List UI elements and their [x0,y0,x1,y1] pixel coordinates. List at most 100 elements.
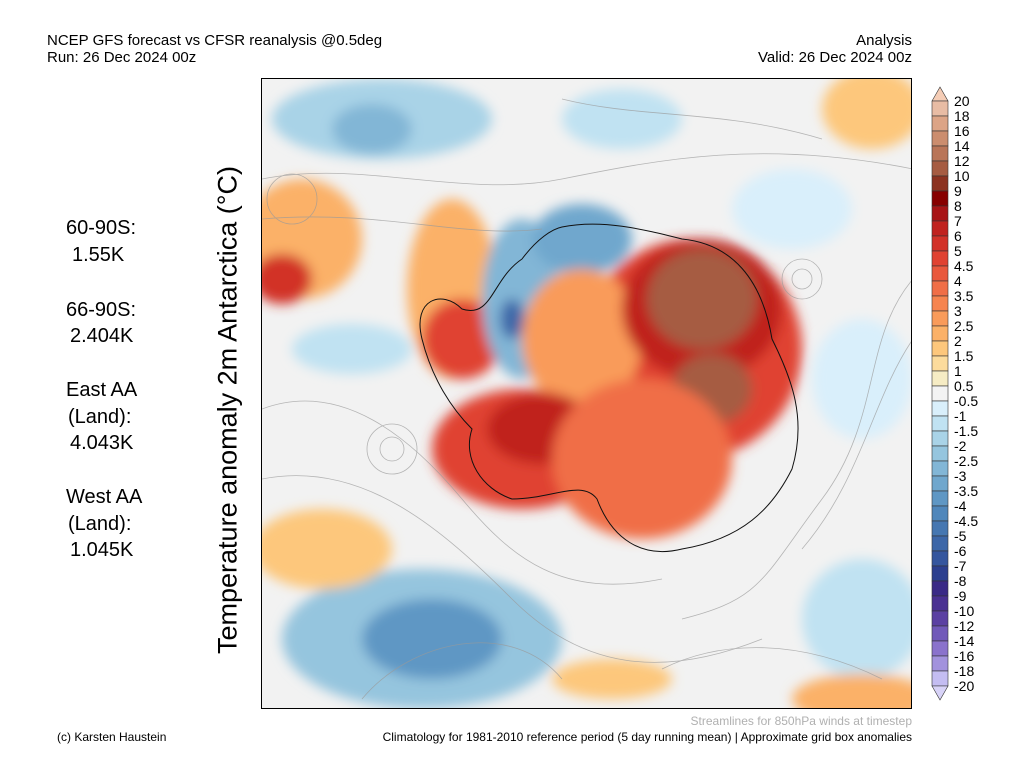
colorbar-tick-label: -5 [954,528,967,544]
colorbar-swatch [931,370,949,387]
colorbar-swatch [931,115,949,132]
colorbar-swatch [931,460,949,477]
stat-60-90s-label: 60-90S: [66,217,137,239]
mode-label: Analysis [856,32,912,49]
colorbar-swatch [931,235,949,252]
colorbar-tick-label: 4.5 [954,258,974,274]
colorbar-swatch [931,355,949,372]
colorbar-tick-label: 1 [954,363,962,379]
colorbar-swatch [931,205,949,222]
y-axis-label: Temperature anomaly 2m Antarctica (°C) [212,166,243,654]
colorbar-tick-label: -16 [954,648,975,664]
colorbar-tick-label: -0.5 [954,393,979,409]
colorbar-swatches [931,86,949,701]
colorbar-swatch [931,565,949,582]
colorbar-tick-label: -10 [954,603,975,619]
colorbar [925,84,995,704]
colorbar-swatch [931,145,949,162]
colorbar-tick-label: 2 [954,333,962,349]
colorbar-tick-label: -9 [954,588,967,604]
valid-time: Valid: 26 Dec 2024 00z [758,49,912,66]
colorbar-tick-label: -8 [954,573,967,589]
colorbar-tick-label: -1.5 [954,423,979,439]
colorbar-swatch [931,595,949,612]
chart-title: NCEP GFS forecast vs CFSR reanalysis @0.… [47,32,383,49]
colorbar-swatch [931,160,949,177]
colorbar-tick-label: -14 [954,633,975,649]
colorbar-bottom-arrow [931,685,949,701]
colorbar-tick-label: 12 [954,153,970,169]
colorbar-swatch [931,505,949,522]
colorbar-tick-label: 14 [954,138,970,154]
colorbar-swatch [931,190,949,207]
stat-west-aa-label: West AA [66,486,143,508]
colorbar-tick-label: 9 [954,183,962,199]
colorbar-tick-label: -12 [954,618,975,634]
colorbar-swatch [931,535,949,552]
colorbar-swatch [931,130,949,147]
colorbar-swatch [931,625,949,642]
colorbar-swatch [931,385,949,402]
colorbar-tick-label: -2.5 [954,453,979,469]
colorbar-swatch [931,550,949,567]
colorbar-tick-label: 5 [954,243,962,259]
colorbar-tick-label: 18 [954,108,970,124]
colorbar-swatch [931,445,949,462]
colorbar-swatch [931,400,949,417]
stat-west-aa-value: 1.045K [70,539,134,561]
stat-east-aa-value: 4.043K [70,432,134,454]
stat-east-aa-label: East AA [66,379,138,401]
colorbar-swatch [931,490,949,507]
colorbar-tick-label: 6 [954,228,962,244]
colorbar-tick-label: 8 [954,198,962,214]
colorbar-swatch [931,310,949,327]
colorbar-tick-label: 20 [954,93,970,109]
colorbar-swatch [931,250,949,267]
colorbar-swatch [931,220,949,237]
colorbar-swatch [931,295,949,312]
temperature-anomaly-map [261,78,912,709]
wind-streamlines [262,98,911,700]
stat-east-aa-label2: (Land): [68,406,132,428]
colorbar-swatch [931,610,949,627]
credit: (c) Karsten Haustein [57,730,167,744]
colorbar-swatch [931,580,949,597]
antarctica-coastline [419,223,799,553]
streamlines-note: Streamlines for 850hPa winds at timestep [690,714,912,728]
colorbar-swatch [931,640,949,657]
stat-60-90s-value: 1.55K [72,244,125,266]
anomaly-shading [262,79,911,708]
colorbar-tick-label: 1.5 [954,348,974,364]
colorbar-swatch [931,430,949,447]
colorbar-swatch [931,670,949,687]
colorbar-swatch [931,175,949,192]
colorbar-tick-label: -18 [954,663,975,679]
colorbar-tick-label: -4 [954,498,967,514]
colorbar-tick-label: 3.5 [954,288,974,304]
colorbar-swatch [931,655,949,672]
colorbar-tick-label: -7 [954,558,967,574]
colorbar-tick-label: -3 [954,468,967,484]
colorbar-tick-label: -3.5 [954,483,979,499]
colorbar-tick-label: -2 [954,438,967,454]
colorbar-tick-label: -6 [954,543,967,559]
stat-66-90s-label: 66-90S: [66,299,137,321]
colorbar-tick-label: -1 [954,408,967,424]
colorbar-swatch [931,100,949,117]
colorbar-tick-label: 7 [954,213,962,229]
colorbar-swatch [931,520,949,537]
colorbar-swatch [931,475,949,492]
run-time: Run: 26 Dec 2024 00z [47,49,197,66]
colorbar-tick-label: 0.5 [954,378,974,394]
colorbar-swatch [931,265,949,282]
stat-west-aa-label2: (Land): [68,513,132,535]
colorbar-top-arrow [931,86,949,102]
colorbar-swatch [931,340,949,357]
colorbar-tick-label: -4.5 [954,513,979,529]
colorbar-swatch [931,415,949,432]
colorbar-swatch [931,280,949,297]
colorbar-swatch [931,325,949,342]
colorbar-tick-label: 10 [954,168,970,184]
colorbar-tick-label: 2.5 [954,318,974,334]
colorbar-tick-label: 3 [954,303,962,319]
